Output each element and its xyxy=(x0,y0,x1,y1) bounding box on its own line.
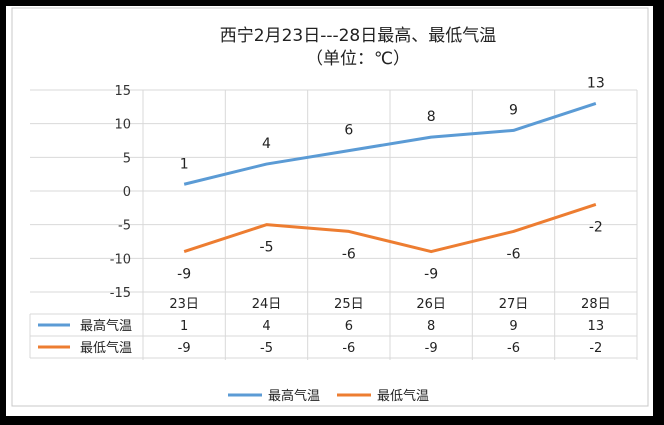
y-tick-label: 10 xyxy=(114,118,131,133)
data-label: -6 xyxy=(507,246,521,262)
chart-area xyxy=(11,7,649,407)
data-label: -5 xyxy=(260,240,274,256)
data-label: -9 xyxy=(424,267,438,283)
data-label: 1 xyxy=(180,156,189,172)
table-cell-value: -5 xyxy=(260,341,273,356)
series-line xyxy=(183,203,597,254)
y-tick-label: 5 xyxy=(123,151,131,166)
table-cell-value: -2 xyxy=(589,341,602,356)
table-cell-value: 1 xyxy=(180,319,188,334)
y-tick-label: -5 xyxy=(118,219,131,234)
y-tick-label: -10 xyxy=(110,252,131,267)
data-label: -6 xyxy=(342,246,356,262)
chart-subtitle: （单位：℃） xyxy=(306,49,410,69)
x-category-label: 27日 xyxy=(499,297,529,312)
table-series-name: 最高气温 xyxy=(80,318,132,334)
x-category-label: 26日 xyxy=(416,297,446,312)
table-cell-value: -6 xyxy=(507,341,520,356)
y-tick-label: 0 xyxy=(123,185,131,200)
legend: 最高气温 最低气温 xyxy=(228,388,429,404)
data-label: 13 xyxy=(587,75,605,91)
series-lines xyxy=(183,102,597,254)
table-series-name: 最低气温 xyxy=(80,340,132,356)
data-label: 4 xyxy=(262,136,271,152)
x-category-label: 28日 xyxy=(581,297,611,312)
series-line xyxy=(183,102,597,186)
legend-label: 最低气温 xyxy=(377,388,429,404)
table-cell-value: 9 xyxy=(509,319,517,334)
data-labels: 1 4 6 8 9 13 -9 -5 -6 -9 -6 -2 xyxy=(177,75,605,282)
data-label: 8 xyxy=(427,109,436,125)
table-cell-value: 4 xyxy=(262,319,270,334)
x-category-label: 25日 xyxy=(334,297,364,312)
table-cell-value: 6 xyxy=(345,319,353,334)
table-cell-value: 8 xyxy=(427,319,435,334)
y-tick-label: 15 xyxy=(114,84,131,99)
data-label: 6 xyxy=(344,123,353,139)
table-cell-value: -6 xyxy=(342,341,355,356)
data-label: -9 xyxy=(177,267,191,283)
legend-label: 最高气温 xyxy=(268,388,320,404)
table-cell-value: -9 xyxy=(178,341,191,356)
x-category-label: 23日 xyxy=(169,297,199,312)
data-label: 9 xyxy=(509,102,518,118)
y-tick-label: -15 xyxy=(110,286,131,301)
data-label: -2 xyxy=(589,219,603,235)
x-category-label: 24日 xyxy=(252,297,282,312)
table-cell-value: 13 xyxy=(588,319,605,334)
chart-title: 西宁2月23日---28日最高、最低气温 xyxy=(220,26,496,46)
y-axis-ticks: 15 10 5 0 -5 -10 -15 xyxy=(110,84,131,301)
table-cell-value: -9 xyxy=(425,341,438,356)
